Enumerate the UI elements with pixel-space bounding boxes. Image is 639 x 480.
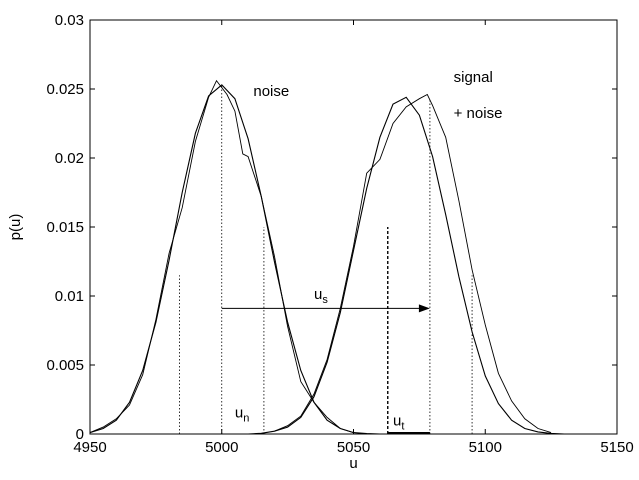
series-line-histogram-estimate <box>89 79 354 434</box>
annotation-signal1: signal <box>454 69 493 86</box>
x-tick-label: 5100 <box>469 439 502 456</box>
y-tick-label: 0.025 <box>46 81 84 98</box>
y-tick-label: 0 <box>76 426 84 443</box>
series-line-fitted-curve <box>248 96 565 435</box>
annotations: noise signal + noise us un ut <box>235 69 503 433</box>
annotation-signal2: + noise <box>454 105 503 122</box>
series-group <box>89 79 565 435</box>
x-axis-label: u <box>349 455 357 472</box>
guide-lines <box>179 84 473 434</box>
series-line-histogram-estimate <box>274 93 552 434</box>
y-tick-label: 0.005 <box>46 357 84 374</box>
y-tick-label: 0.015 <box>46 219 84 236</box>
annotation-noise: noise <box>253 83 289 100</box>
annotation-ut: ut <box>393 413 404 433</box>
y-tick-label: 0.02 <box>55 150 84 167</box>
y-tick-label: 0.03 <box>55 12 84 29</box>
annotation-un: un <box>235 404 249 424</box>
y-axis-label: p(u) <box>7 214 24 241</box>
x-tick-label: 4950 <box>73 439 106 456</box>
series-line-fitted-curve <box>89 84 380 435</box>
x-tick-label: 5050 <box>337 439 370 456</box>
annotation-us: us <box>314 286 328 306</box>
x-tick-label: 5150 <box>600 439 633 456</box>
x-tick-label: 5000 <box>205 439 238 456</box>
arrow-head-icon <box>418 304 430 313</box>
y-tick-label: 0.01 <box>55 288 84 305</box>
separation-arrow <box>221 304 430 313</box>
axis-ticks: 4950 5000 5050 5100 5150 0 0.005 0.01 0.015 0.02 0… <box>46 12 633 456</box>
